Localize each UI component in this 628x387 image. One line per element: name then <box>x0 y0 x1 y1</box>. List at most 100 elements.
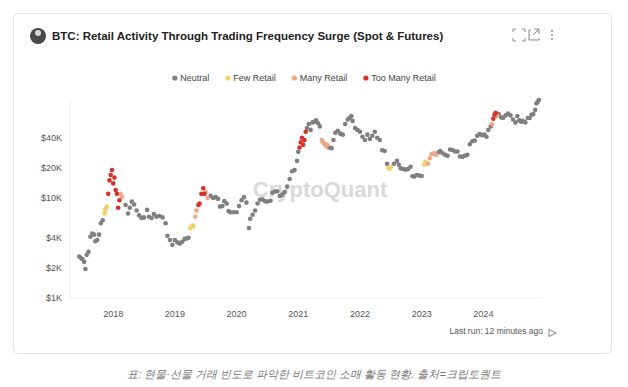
legend-marker <box>363 75 368 80</box>
point <box>268 198 273 203</box>
point <box>282 190 287 195</box>
point <box>112 175 117 180</box>
point <box>490 122 495 127</box>
point <box>83 267 88 272</box>
point <box>363 138 368 143</box>
open-icon <box>529 29 539 40</box>
point <box>160 215 165 220</box>
series <box>118 114 499 219</box>
point <box>484 134 489 139</box>
point <box>234 210 239 215</box>
point <box>163 221 168 226</box>
point <box>287 177 292 182</box>
point <box>205 196 210 201</box>
x-tick-label: 2023 <box>412 309 432 319</box>
point <box>165 233 170 238</box>
point <box>134 208 139 213</box>
x-tick-label: 2020 <box>227 309 247 319</box>
point <box>116 205 121 210</box>
y-tick-label: $2K <box>46 263 62 273</box>
series <box>102 160 429 231</box>
point <box>491 116 496 121</box>
menu-dot <box>551 38 553 40</box>
point <box>95 238 100 243</box>
legend-marker <box>172 75 177 80</box>
point <box>191 224 196 229</box>
point <box>533 108 538 113</box>
point <box>531 112 536 117</box>
legend-label: Neutral <box>180 73 209 83</box>
menu-dot <box>551 30 553 32</box>
point <box>115 192 120 197</box>
point <box>325 143 330 148</box>
legend: Neutral Few Retail Many Retail Too Many Ret… <box>172 73 436 83</box>
x-tick-label: 2019 <box>165 309 185 319</box>
point <box>142 215 147 220</box>
point <box>106 192 111 197</box>
point <box>493 111 498 116</box>
point <box>100 218 105 223</box>
point <box>358 129 363 134</box>
point <box>92 232 97 237</box>
y-tick-label: $1K <box>46 293 62 303</box>
point <box>82 260 87 265</box>
point <box>275 189 280 194</box>
point <box>408 165 413 170</box>
legend-label: Too Many Retail <box>371 73 436 83</box>
point <box>242 195 247 200</box>
point <box>295 159 300 164</box>
point <box>194 208 199 213</box>
point <box>255 201 260 206</box>
y-tick-label: $20K <box>41 163 62 173</box>
point <box>247 226 252 231</box>
run-icon <box>549 330 556 337</box>
title: BTC: Retail Activity Through Trading Fre… <box>52 30 443 42</box>
y-tick-label: $40K <box>41 133 62 143</box>
point <box>365 132 370 137</box>
point <box>253 208 258 213</box>
point <box>97 232 102 237</box>
point <box>224 201 229 206</box>
point <box>220 204 225 209</box>
expand-icon <box>513 29 525 41</box>
point <box>349 114 354 119</box>
point <box>123 203 128 208</box>
point <box>110 168 115 173</box>
point <box>318 124 323 129</box>
point <box>111 181 116 186</box>
point <box>427 156 432 161</box>
point <box>472 138 477 143</box>
point <box>105 204 110 209</box>
point <box>303 129 308 134</box>
point <box>389 165 394 170</box>
legend-label: Few Retail <box>233 73 276 83</box>
chart: BTC: Retail Activity Through Trading Fre… <box>0 0 628 387</box>
point <box>201 186 206 191</box>
legend-label: Many Retail <box>300 73 348 83</box>
point <box>86 249 91 254</box>
point <box>216 197 221 202</box>
point <box>372 129 377 134</box>
point <box>382 149 387 154</box>
point <box>297 145 302 150</box>
point <box>343 122 348 127</box>
point <box>350 119 355 124</box>
point <box>385 161 390 166</box>
point <box>523 120 528 125</box>
x-tick-label: 2018 <box>103 309 123 319</box>
point <box>331 138 336 143</box>
point <box>285 184 290 189</box>
footer: Last run: 12 minutes ago <box>449 326 543 336</box>
point <box>377 138 382 143</box>
legend-marker <box>292 75 297 80</box>
point <box>132 202 137 207</box>
point <box>193 214 198 219</box>
point <box>445 153 450 158</box>
point <box>308 128 313 133</box>
point <box>455 149 460 154</box>
point <box>340 132 345 137</box>
point <box>419 174 424 179</box>
watermark: CryptoQuant <box>253 177 388 202</box>
point <box>537 98 542 102</box>
card <box>14 14 612 354</box>
